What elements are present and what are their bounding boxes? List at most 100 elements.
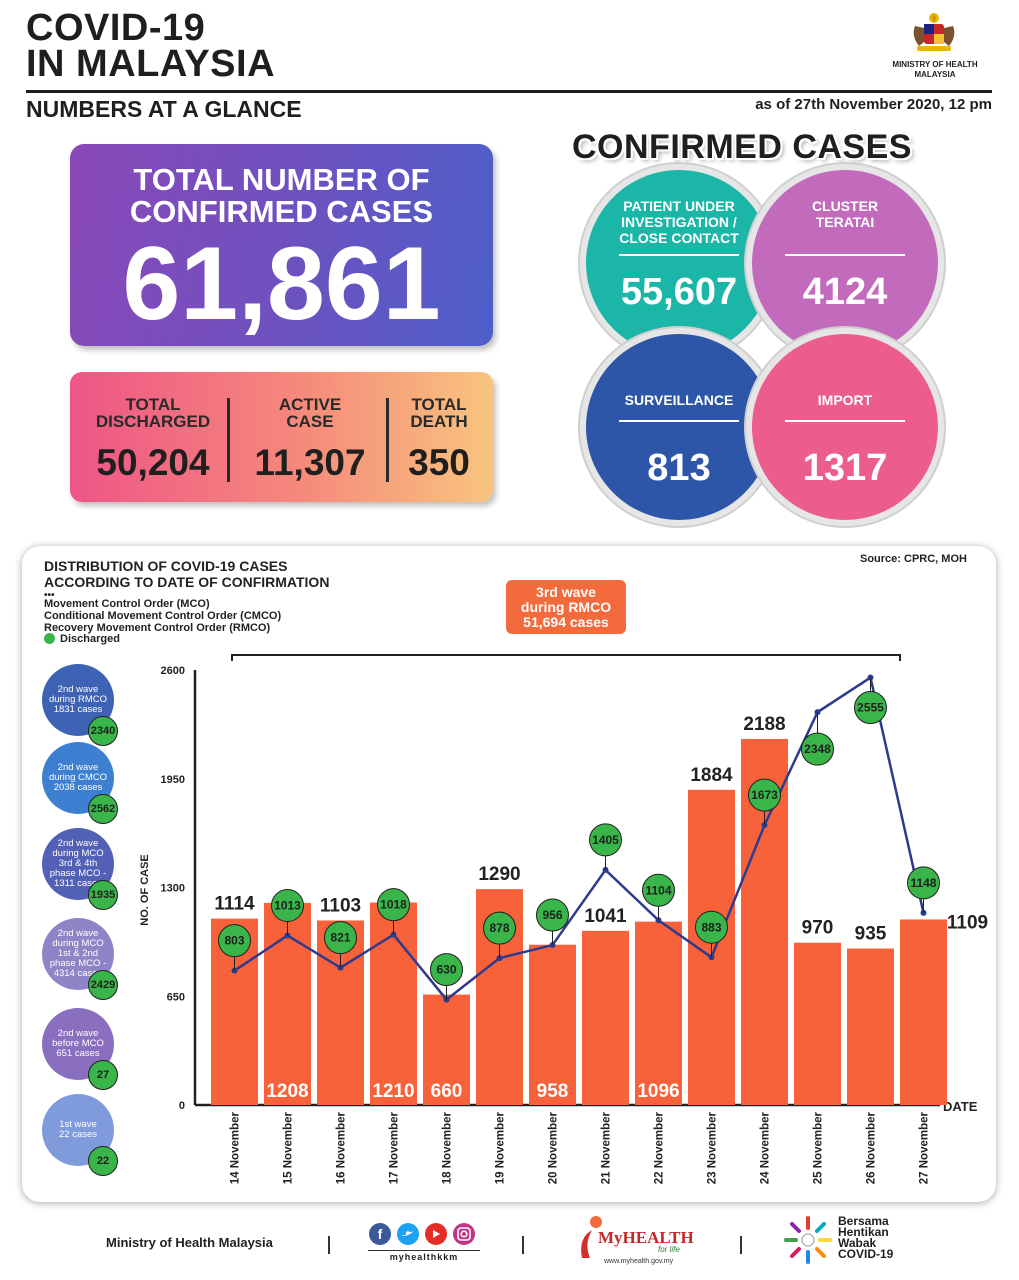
discharged-value-label: 1148 (910, 876, 936, 890)
footer-campaign: Bersama Hentikan Wabak COVID-19 (838, 1214, 894, 1261)
discharged-value-label: 1104 (645, 883, 671, 897)
stat-death-value: 350 (408, 442, 470, 483)
wave-line: 651 cases (56, 1048, 100, 1059)
circle-cluster: CLUSTER TERATAI 4124 (752, 170, 938, 356)
as-of-date: as of 27th November 2020, 12 pm (755, 96, 992, 113)
wave-line: 2nd wave (57, 928, 99, 939)
bar-value-label: 1210 (372, 1081, 414, 1102)
total-confirmed-value: 61,861 (122, 226, 441, 342)
bar-value-label: 1290 (478, 864, 520, 885)
coat-of-arms-icon (913, 13, 955, 51)
youtube-icon[interactable] (425, 1223, 447, 1245)
discharged-badge (589, 823, 622, 857)
wave-line: during MCO (52, 848, 104, 859)
footer-separator (328, 1236, 330, 1254)
cluster-value: 4124 (802, 271, 888, 313)
discharged-value-label: 1673 (751, 788, 778, 802)
legend-discharged: Discharged (60, 633, 120, 645)
bar-value-label: 958 (537, 1081, 569, 1102)
y-axis-label: NO. OF CASE (139, 854, 151, 926)
total-confirmed-label: TOTAL NUMBER OF CONFIRMED CASES (70, 164, 493, 228)
wave-line: 22 cases (58, 1129, 98, 1140)
wave3-line-3: 51,694 cases (523, 614, 609, 630)
campaign-line-1: Bersama (838, 1214, 889, 1228)
footer-social-handle: myhealthkkm (368, 1250, 480, 1262)
discharged-badge (536, 898, 569, 932)
bar-value-label: 935 (855, 924, 887, 945)
bar (900, 919, 947, 1105)
campaign-line-2: Hentikan (838, 1225, 889, 1239)
legend-rmco: Recovery Movement Control Order (RMCO) (44, 622, 271, 634)
bar (582, 930, 629, 1105)
facebook-icon[interactable]: f (369, 1223, 391, 1245)
discharged-badge (642, 873, 675, 907)
discharged-badge (430, 953, 463, 987)
x-tick-label: 27 November (919, 1111, 931, 1184)
chart-title: DISTRIBUTION OF COVID-19 CASES ACCORDING… (44, 558, 329, 590)
twitter-icon[interactable] (397, 1223, 419, 1245)
stat-death-label-2: DEATH (410, 412, 468, 431)
y-tick-label: 1950 (161, 774, 185, 786)
stat-active-label-2: CASE (286, 412, 334, 431)
wave-discharged-badge: 2429 (88, 970, 118, 1000)
discharged-line (233, 675, 925, 1002)
wave-line: phase MCO - (49, 868, 107, 879)
discharged-value-label: 878 (489, 921, 509, 935)
total-label-line-2: CONFIRMED CASES (129, 194, 434, 229)
chart-source: Source: CPRC, MOH (860, 553, 967, 565)
bar (794, 942, 841, 1105)
wave-line: 2nd wave (57, 1028, 99, 1039)
legend-mco: Movement Control Order (MCO) (44, 598, 210, 610)
stat-separator (227, 398, 230, 482)
bar-value-label: 1114 (214, 894, 255, 915)
campaign-line-4: COVID-19 (838, 1247, 894, 1261)
bar-value-label: 1103 (320, 895, 361, 916)
y-tick-label: 650 (167, 991, 185, 1003)
discharged-value-label: 803 (224, 934, 244, 948)
wave-line: 2nd wave (57, 762, 99, 773)
wave-line: 1311 cases (54, 878, 102, 889)
pui-label-2: INVESTIGATION / (621, 214, 737, 230)
discharged-badge (377, 888, 410, 922)
wave-discharged-badge: 2340 (88, 716, 118, 746)
y-tick-label: 0 (179, 1100, 185, 1112)
circle-import: IMPORT 1317 (752, 334, 938, 520)
stats-card: TOTAL DISCHARGED 50,204 ACTIVE CASE 11,3… (70, 372, 493, 502)
x-tick-label: 20 November (548, 1111, 560, 1184)
ministry-line-2: MALAYSIA (914, 70, 956, 79)
discharged-value-label: 883 (701, 920, 721, 934)
bar (423, 994, 470, 1105)
stat-discharged-label-1: TOTAL (125, 395, 181, 414)
cluster-label: CLUSTER TERATAI (752, 198, 938, 230)
wave-discharged-badge: 27 (88, 1060, 118, 1090)
stat-discharged: TOTAL DISCHARGED 50,204 (78, 396, 228, 482)
legend-discharged-dot (44, 633, 55, 644)
third-wave-bracket (231, 654, 901, 661)
bar-value-label: 2188 (743, 714, 785, 735)
discharged-value-label: 1013 (274, 899, 301, 913)
wave-discharged-badge: 22 (88, 1146, 118, 1176)
bar (847, 948, 894, 1105)
confirmed-cases-title: CONFIRMED CASES (572, 128, 912, 166)
import-divider (785, 420, 905, 422)
footer-myhealth-sub: for life (658, 1245, 680, 1254)
total-label-line-1: TOTAL NUMBER OF (133, 162, 430, 197)
title-line-2: IN MALAYSIA (26, 43, 276, 85)
wave-line: 2nd wave (57, 684, 99, 695)
x-tick-label: 24 November (760, 1111, 772, 1184)
surveillance-value: 813 (647, 447, 711, 489)
pui-label-1: PATIENT UNDER (623, 198, 735, 214)
circle-pui: PATIENT UNDER INVESTIGATION / CLOSE CONT… (586, 170, 772, 356)
x-tick-label: 21 November (601, 1111, 613, 1184)
bar-value-label: 970 (802, 918, 834, 939)
bar-value-label: 1208 (266, 1081, 308, 1102)
instagram-icon[interactable] (453, 1223, 475, 1245)
discharged-badge (218, 924, 251, 958)
x-tick-label: 26 November (866, 1111, 878, 1184)
wave-line: 3rd & 4th (58, 858, 98, 869)
surveillance-label: SURVEILLANCE (624, 392, 734, 408)
third-wave-badge: 3rd wave during RMCO 51,694 cases (506, 580, 626, 634)
cluster-divider (785, 254, 905, 256)
x-axis-label: DATE (943, 1099, 978, 1114)
